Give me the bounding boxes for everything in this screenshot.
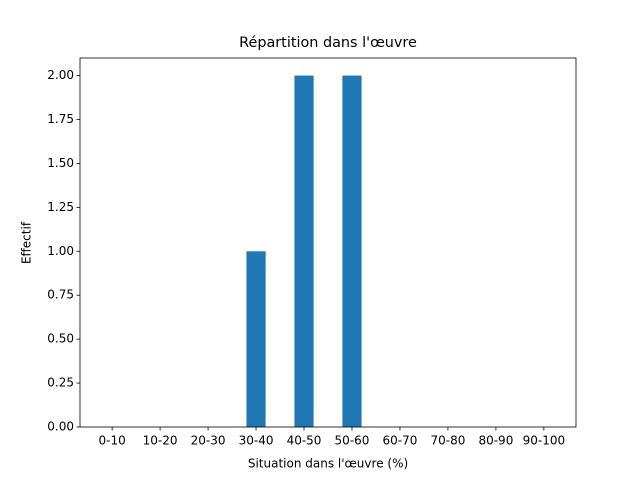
y-tick-label: 0.75 bbox=[47, 288, 74, 302]
x-tick-label: 30-40 bbox=[239, 434, 274, 448]
x-axis-label: Situation dans l'œuvre (%) bbox=[248, 457, 408, 471]
y-tick-label: 2.00 bbox=[47, 68, 74, 82]
bar bbox=[342, 75, 362, 428]
x-tick-label: 90-100 bbox=[523, 434, 566, 448]
x-tick-label: 10-20 bbox=[143, 434, 178, 448]
y-tick-label: 1.00 bbox=[47, 244, 74, 258]
y-tick-label: 0.00 bbox=[47, 420, 74, 434]
chart-title: Répartition dans l'œuvre bbox=[239, 35, 417, 51]
y-tick-label: 1.75 bbox=[47, 112, 74, 126]
x-tick-label: 70-80 bbox=[430, 434, 465, 448]
y-axis-label: Effectif bbox=[20, 221, 34, 264]
x-tick-label: 40-50 bbox=[287, 434, 322, 448]
x-tick-label: 20-30 bbox=[191, 434, 226, 448]
x-tick-label: 0-10 bbox=[99, 434, 126, 448]
x-tick-label: 60-70 bbox=[383, 434, 418, 448]
bar bbox=[246, 251, 266, 427]
x-tick-label: 50-60 bbox=[335, 434, 370, 448]
y-tick-label: 0.50 bbox=[47, 332, 74, 346]
y-tick-label: 1.50 bbox=[47, 156, 74, 170]
x-tick-label: 80-90 bbox=[478, 434, 513, 448]
plot-frame bbox=[79, 57, 577, 428]
y-tick-label: 0.25 bbox=[47, 376, 74, 390]
bar bbox=[294, 75, 314, 428]
y-tick-label: 1.25 bbox=[47, 200, 74, 214]
